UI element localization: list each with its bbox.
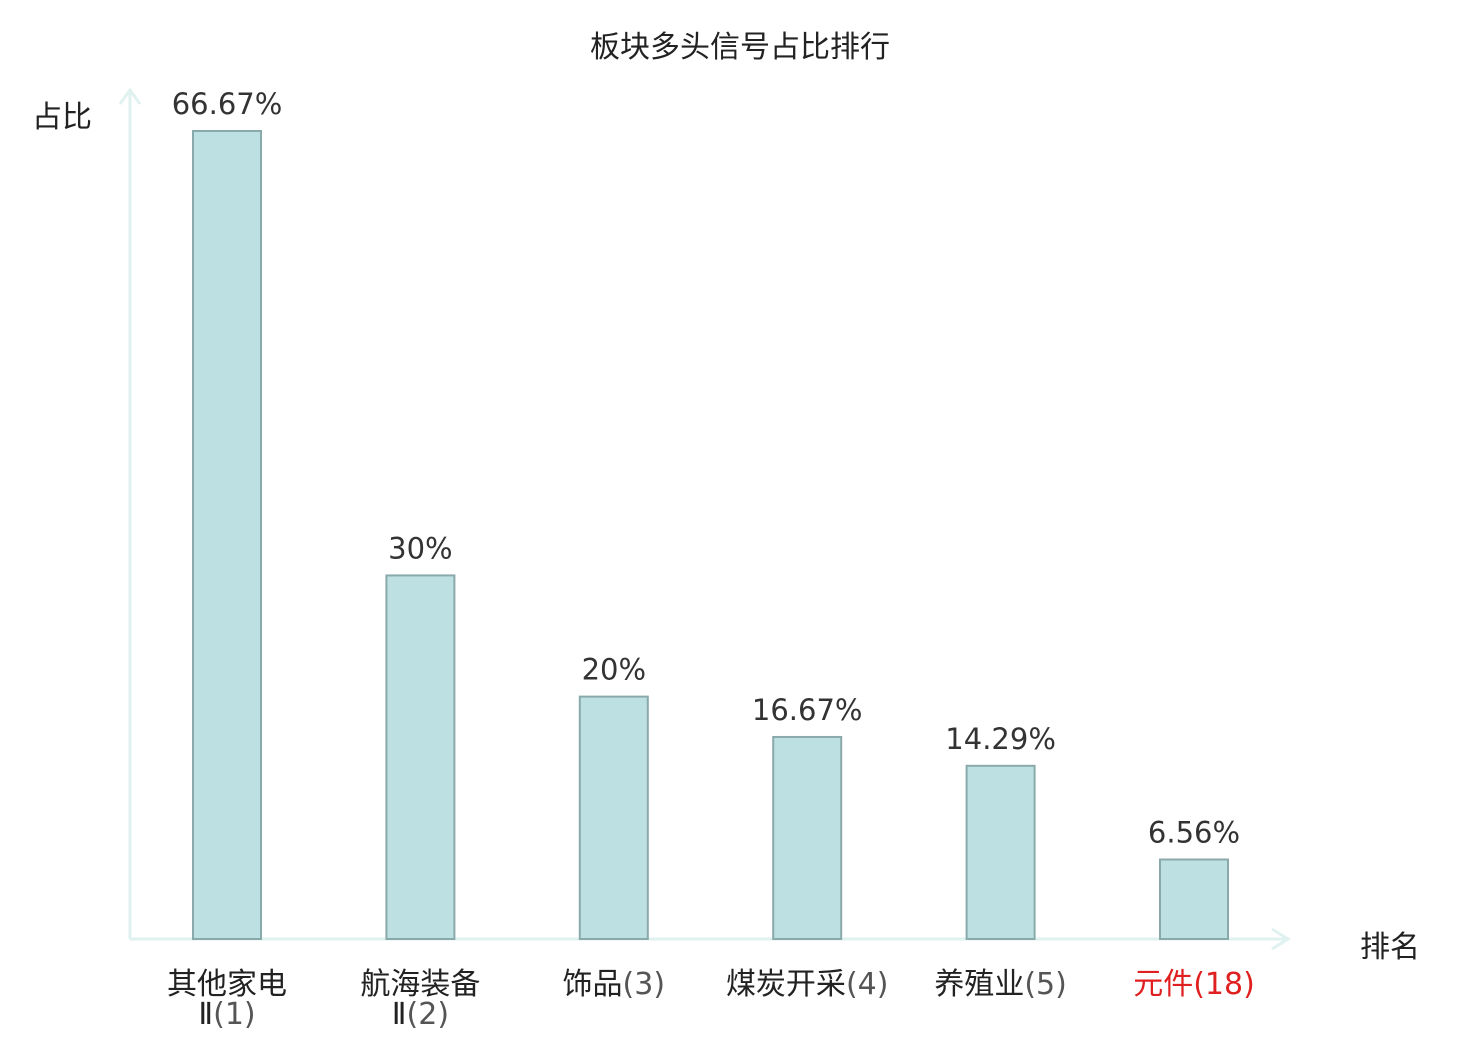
y-axis-arrow xyxy=(118,87,142,105)
bar xyxy=(772,735,843,941)
bar xyxy=(385,574,456,940)
tick-label: 养殖业(5) xyxy=(934,967,1067,1002)
x-axis-arrow xyxy=(1271,927,1291,951)
y-axis-label: 占比 xyxy=(32,100,92,135)
data-label: 14.29% xyxy=(945,722,1056,756)
x-axis-label: 排名 xyxy=(1360,930,1420,965)
tick-label-line2: Ⅱ(2) xyxy=(392,997,449,1032)
tick-label: 其他家电 xyxy=(167,967,287,1002)
tick-label: 煤炭开采(4) xyxy=(726,967,889,1002)
bar xyxy=(1159,858,1229,940)
data-label: 66.67% xyxy=(172,87,283,121)
bar xyxy=(578,695,649,940)
tick-label: 航海装备 xyxy=(360,967,480,1002)
tick-label: 饰品(3) xyxy=(563,967,666,1002)
data-label: 6.56% xyxy=(1148,815,1240,849)
tick-label-line2: Ⅱ(1) xyxy=(198,997,255,1032)
chart-title: 板块多头信号占比排行 xyxy=(590,30,890,65)
bar xyxy=(192,130,262,940)
data-label: 20% xyxy=(582,653,646,687)
bar xyxy=(965,764,1036,940)
data-label: 30% xyxy=(388,531,452,565)
data-label: 16.67% xyxy=(752,693,863,727)
tick-label: 元件(18) xyxy=(1133,967,1255,1002)
